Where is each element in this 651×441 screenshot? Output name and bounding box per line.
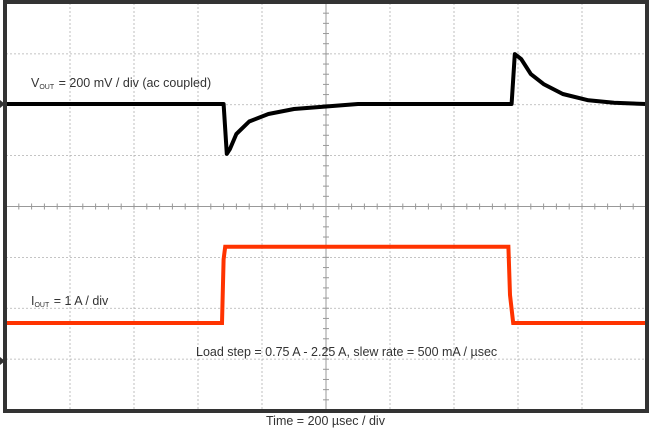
iout-trace [6,244,646,325]
iout-label-rest: = 1 A / div [50,294,109,308]
x-axis-label: Time = 200 µsec / div [266,414,385,428]
vout-label: VOUT = 200 mV / div (ac coupled) [31,76,211,91]
scope-frame [3,0,649,413]
iout-label: IOUT = 1 A / div [31,294,108,309]
vout-label-rest: = 200 mV / div (ac coupled) [55,76,212,90]
iout-label-sub: OUT [34,302,50,309]
load-step-annotation: Load step = 0.75 A - 2.25 A, slew rate =… [196,345,498,359]
channel1-ground-marker-icon [0,100,5,108]
vout-label-sub: OUT [39,84,55,91]
channel2-ground-marker-icon [0,357,5,365]
vout-trace [6,52,647,156]
iout-label-main: I [31,294,35,308]
vout-label-main: V [31,76,40,90]
